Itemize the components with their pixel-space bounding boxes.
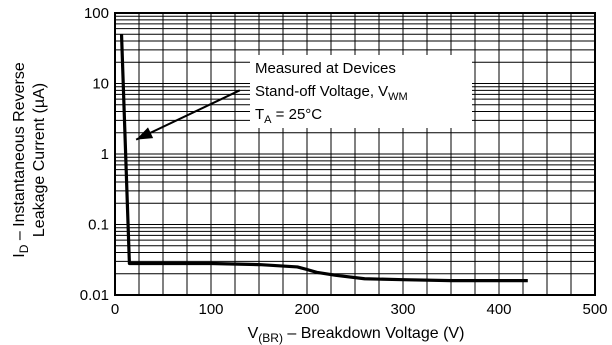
annotation-subscript-wm: WM: [388, 91, 408, 103]
y-tick-label: 0.01: [80, 287, 109, 304]
y-tick-label: 1: [101, 146, 109, 163]
plot-frame: [114, 12, 596, 296]
series-layer: [119, 34, 528, 283]
x-tick-label: 400: [486, 301, 511, 318]
y-tick-labels: 0.01 0.1 1 10 100: [80, 5, 109, 304]
annotation-line-2: Stand-off Voltage, VWM: [255, 83, 408, 103]
y-tick-label: 10: [92, 76, 109, 93]
annotation-arrow: [135, 89, 241, 141]
x-tick-label: 200: [294, 301, 319, 318]
y-tick-label: 0.1: [88, 217, 109, 234]
y-axis-label-line-2: Leakage Current (µA): [31, 83, 48, 237]
annotation-subscript-a: A: [264, 114, 272, 126]
annotation-line-1: Measured at Devices: [255, 60, 396, 77]
series-line: [119, 34, 528, 283]
arrow-head: [136, 127, 154, 140]
x-tick-label: 500: [582, 301, 607, 318]
y-tick-label: 100: [84, 5, 109, 22]
annotation-line-3: TA = 25°C: [255, 106, 322, 126]
x-tick-label: 300: [390, 301, 415, 318]
x-tick-label: 0: [111, 301, 119, 318]
annotation-box: [250, 55, 472, 128]
x-axis-label: V(BR) – Breakdown Voltage (V): [248, 325, 465, 345]
plot-border: [114, 12, 596, 296]
x-tick-label: 100: [198, 301, 223, 318]
y-axis-label-line-1: ID – Instantaneous Reverse: [11, 62, 31, 258]
x-tick-labels: 0 100 200 300 400 500: [111, 301, 608, 318]
arrow-shaft: [135, 89, 241, 141]
